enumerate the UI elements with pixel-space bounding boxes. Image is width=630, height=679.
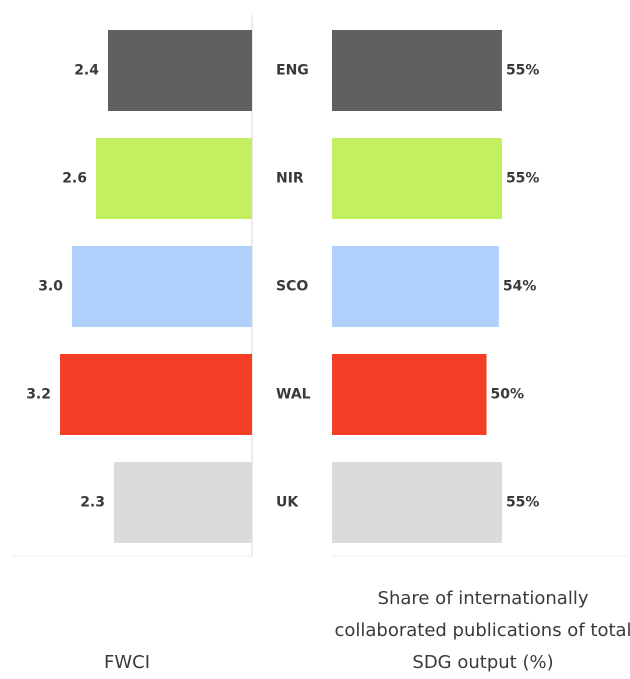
data-label: 54%	[503, 279, 537, 295]
data-label: 55%	[506, 171, 540, 187]
category-label: UK	[276, 495, 299, 511]
bar	[332, 246, 499, 327]
bar	[60, 354, 252, 435]
bar	[96, 138, 252, 219]
x-axis-title: FWCI	[103, 652, 151, 673]
bar	[332, 462, 502, 543]
data-label: 3.0	[38, 279, 63, 295]
category-label: WAL	[276, 387, 311, 403]
data-label: 2.4	[74, 63, 99, 79]
data-label: 55%	[506, 63, 540, 79]
bar	[332, 138, 502, 219]
category-label: SCO	[276, 279, 308, 295]
data-label: 2.3	[80, 495, 105, 511]
data-label: 50%	[491, 387, 525, 403]
bar	[114, 462, 252, 543]
x-axis-title: Share of internationally collaborated pu…	[334, 588, 630, 673]
category-label: ENG	[276, 63, 309, 79]
data-label: 55%	[506, 495, 540, 511]
data-label: 2.6	[62, 171, 87, 187]
bar	[72, 246, 252, 327]
data-label: 3.2	[26, 387, 51, 403]
bar	[332, 30, 502, 111]
bar	[108, 30, 252, 111]
bar	[332, 354, 487, 435]
category-label: NIR	[276, 171, 304, 187]
